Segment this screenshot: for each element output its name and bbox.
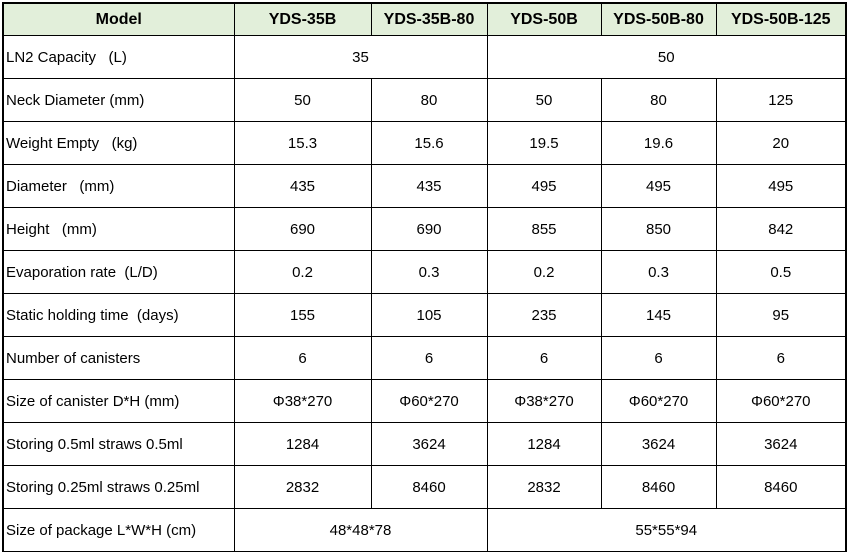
table-row-storing-05ml: Storing 0.5ml straws 0.5ml 1284 3624 128… xyxy=(2,422,847,466)
row-label: Static holding time (days) xyxy=(2,293,235,337)
cell-value: 2832 xyxy=(486,465,602,509)
column-header-model: Model xyxy=(2,2,235,36)
cell-value: 6 xyxy=(233,336,372,380)
row-label: Storing 0.25ml straws 0.25ml xyxy=(2,465,235,509)
cell-value: Φ60*270 xyxy=(600,379,717,423)
row-label: Diameter (mm) xyxy=(2,164,235,208)
row-label: Weight Empty (kg) xyxy=(2,121,235,165)
cell-value: 855 xyxy=(486,207,602,251)
cell-value: Φ38*270 xyxy=(233,379,372,423)
row-label: Number of canisters xyxy=(2,336,235,380)
table-row-package-size: Size of package L*W*H (cm) 48*48*78 55*5… xyxy=(2,508,847,552)
table-row-neck-diameter: Neck Diameter (mm) 50 80 50 80 125 xyxy=(2,78,847,122)
cell-value: 3624 xyxy=(370,422,488,466)
cell-value: 105 xyxy=(370,293,488,337)
cell-value: 495 xyxy=(486,164,602,208)
table-row-diameter: Diameter (mm) 435 435 495 495 495 xyxy=(2,164,847,208)
cell-value: 0.5 xyxy=(715,250,847,294)
cell-value: 3624 xyxy=(715,422,847,466)
cell-value: 6 xyxy=(370,336,488,380)
cell-value: 8460 xyxy=(370,465,488,509)
cell-value: 0.2 xyxy=(233,250,372,294)
cell-value: 15.6 xyxy=(370,121,488,165)
row-label: Height (mm) xyxy=(2,207,235,251)
row-label: LN2 Capacity (L) xyxy=(2,35,235,79)
cell-value: 80 xyxy=(370,78,488,122)
cell-value: 235 xyxy=(486,293,602,337)
table-row-number-of-canisters: Number of canisters 6 6 6 6 6 xyxy=(2,336,847,380)
column-header-yds-35b: YDS-35B xyxy=(233,2,372,36)
table-row-canister-size: Size of canister D*H (mm) Φ38*270 Φ60*27… xyxy=(2,379,847,423)
cell-value: Φ38*270 xyxy=(486,379,602,423)
cell-value: 850 xyxy=(600,207,717,251)
table-row-evaporation-rate: Evaporation rate (L/D) 0.2 0.3 0.2 0.3 0… xyxy=(2,250,847,294)
cell-value: 842 xyxy=(715,207,847,251)
cell-value: 50 xyxy=(486,35,847,79)
cell-value: 19.6 xyxy=(600,121,717,165)
cell-value: 6 xyxy=(600,336,717,380)
cell-value: 690 xyxy=(233,207,372,251)
cell-value: 8460 xyxy=(600,465,717,509)
cell-value: 3624 xyxy=(600,422,717,466)
cell-value: 1284 xyxy=(233,422,372,466)
cell-value: 50 xyxy=(233,78,372,122)
row-label: Evaporation rate (L/D) xyxy=(2,250,235,294)
cell-value: 155 xyxy=(233,293,372,337)
cell-value: 435 xyxy=(233,164,372,208)
table-row-storing-025ml: Storing 0.25ml straws 0.25ml 2832 8460 2… xyxy=(2,465,847,509)
column-header-yds-50b-80: YDS-50B-80 xyxy=(600,2,717,36)
table-row-static-holding-time: Static holding time (days) 155 105 235 1… xyxy=(2,293,847,337)
cell-value: 1284 xyxy=(486,422,602,466)
cell-value: 435 xyxy=(370,164,488,208)
cell-value: 55*55*94 xyxy=(486,508,847,552)
cell-value: 0.3 xyxy=(600,250,717,294)
cell-value: 6 xyxy=(486,336,602,380)
cell-value: 8460 xyxy=(715,465,847,509)
column-header-yds-35b-80: YDS-35B-80 xyxy=(370,2,488,36)
cell-value: 125 xyxy=(715,78,847,122)
cell-value: 19.5 xyxy=(486,121,602,165)
cell-value: 690 xyxy=(370,207,488,251)
row-label: Storing 0.5ml straws 0.5ml xyxy=(2,422,235,466)
cell-value: 0.2 xyxy=(486,250,602,294)
cell-value: 145 xyxy=(600,293,717,337)
row-label: Neck Diameter (mm) xyxy=(2,78,235,122)
cell-value: 15.3 xyxy=(233,121,372,165)
cell-value: 20 xyxy=(715,121,847,165)
cell-value: 50 xyxy=(486,78,602,122)
table-row-weight-empty: Weight Empty (kg) 15.3 15.6 19.5 19.6 20 xyxy=(2,121,847,165)
cell-value: Φ60*270 xyxy=(715,379,847,423)
cell-value: 6 xyxy=(715,336,847,380)
cell-value: 2832 xyxy=(233,465,372,509)
table-row-ln2-capacity: LN2 Capacity (L) 35 50 xyxy=(2,35,847,79)
cell-value: 0.3 xyxy=(370,250,488,294)
cell-value: 80 xyxy=(600,78,717,122)
column-header-yds-50b: YDS-50B xyxy=(486,2,602,36)
cell-value: 95 xyxy=(715,293,847,337)
cell-value: 48*48*78 xyxy=(233,508,488,552)
table-row-height: Height (mm) 690 690 855 850 842 xyxy=(2,207,847,251)
cell-value: 35 xyxy=(233,35,488,79)
cell-value: Φ60*270 xyxy=(370,379,488,423)
cell-value: 495 xyxy=(600,164,717,208)
row-label: Size of canister D*H (mm) xyxy=(2,379,235,423)
row-label: Size of package L*W*H (cm) xyxy=(2,508,235,552)
cell-value: 495 xyxy=(715,164,847,208)
header-row: Model YDS-35B YDS-35B-80 YDS-50B YDS-50B… xyxy=(2,2,847,36)
column-header-yds-50b-125: YDS-50B-125 xyxy=(715,2,847,36)
